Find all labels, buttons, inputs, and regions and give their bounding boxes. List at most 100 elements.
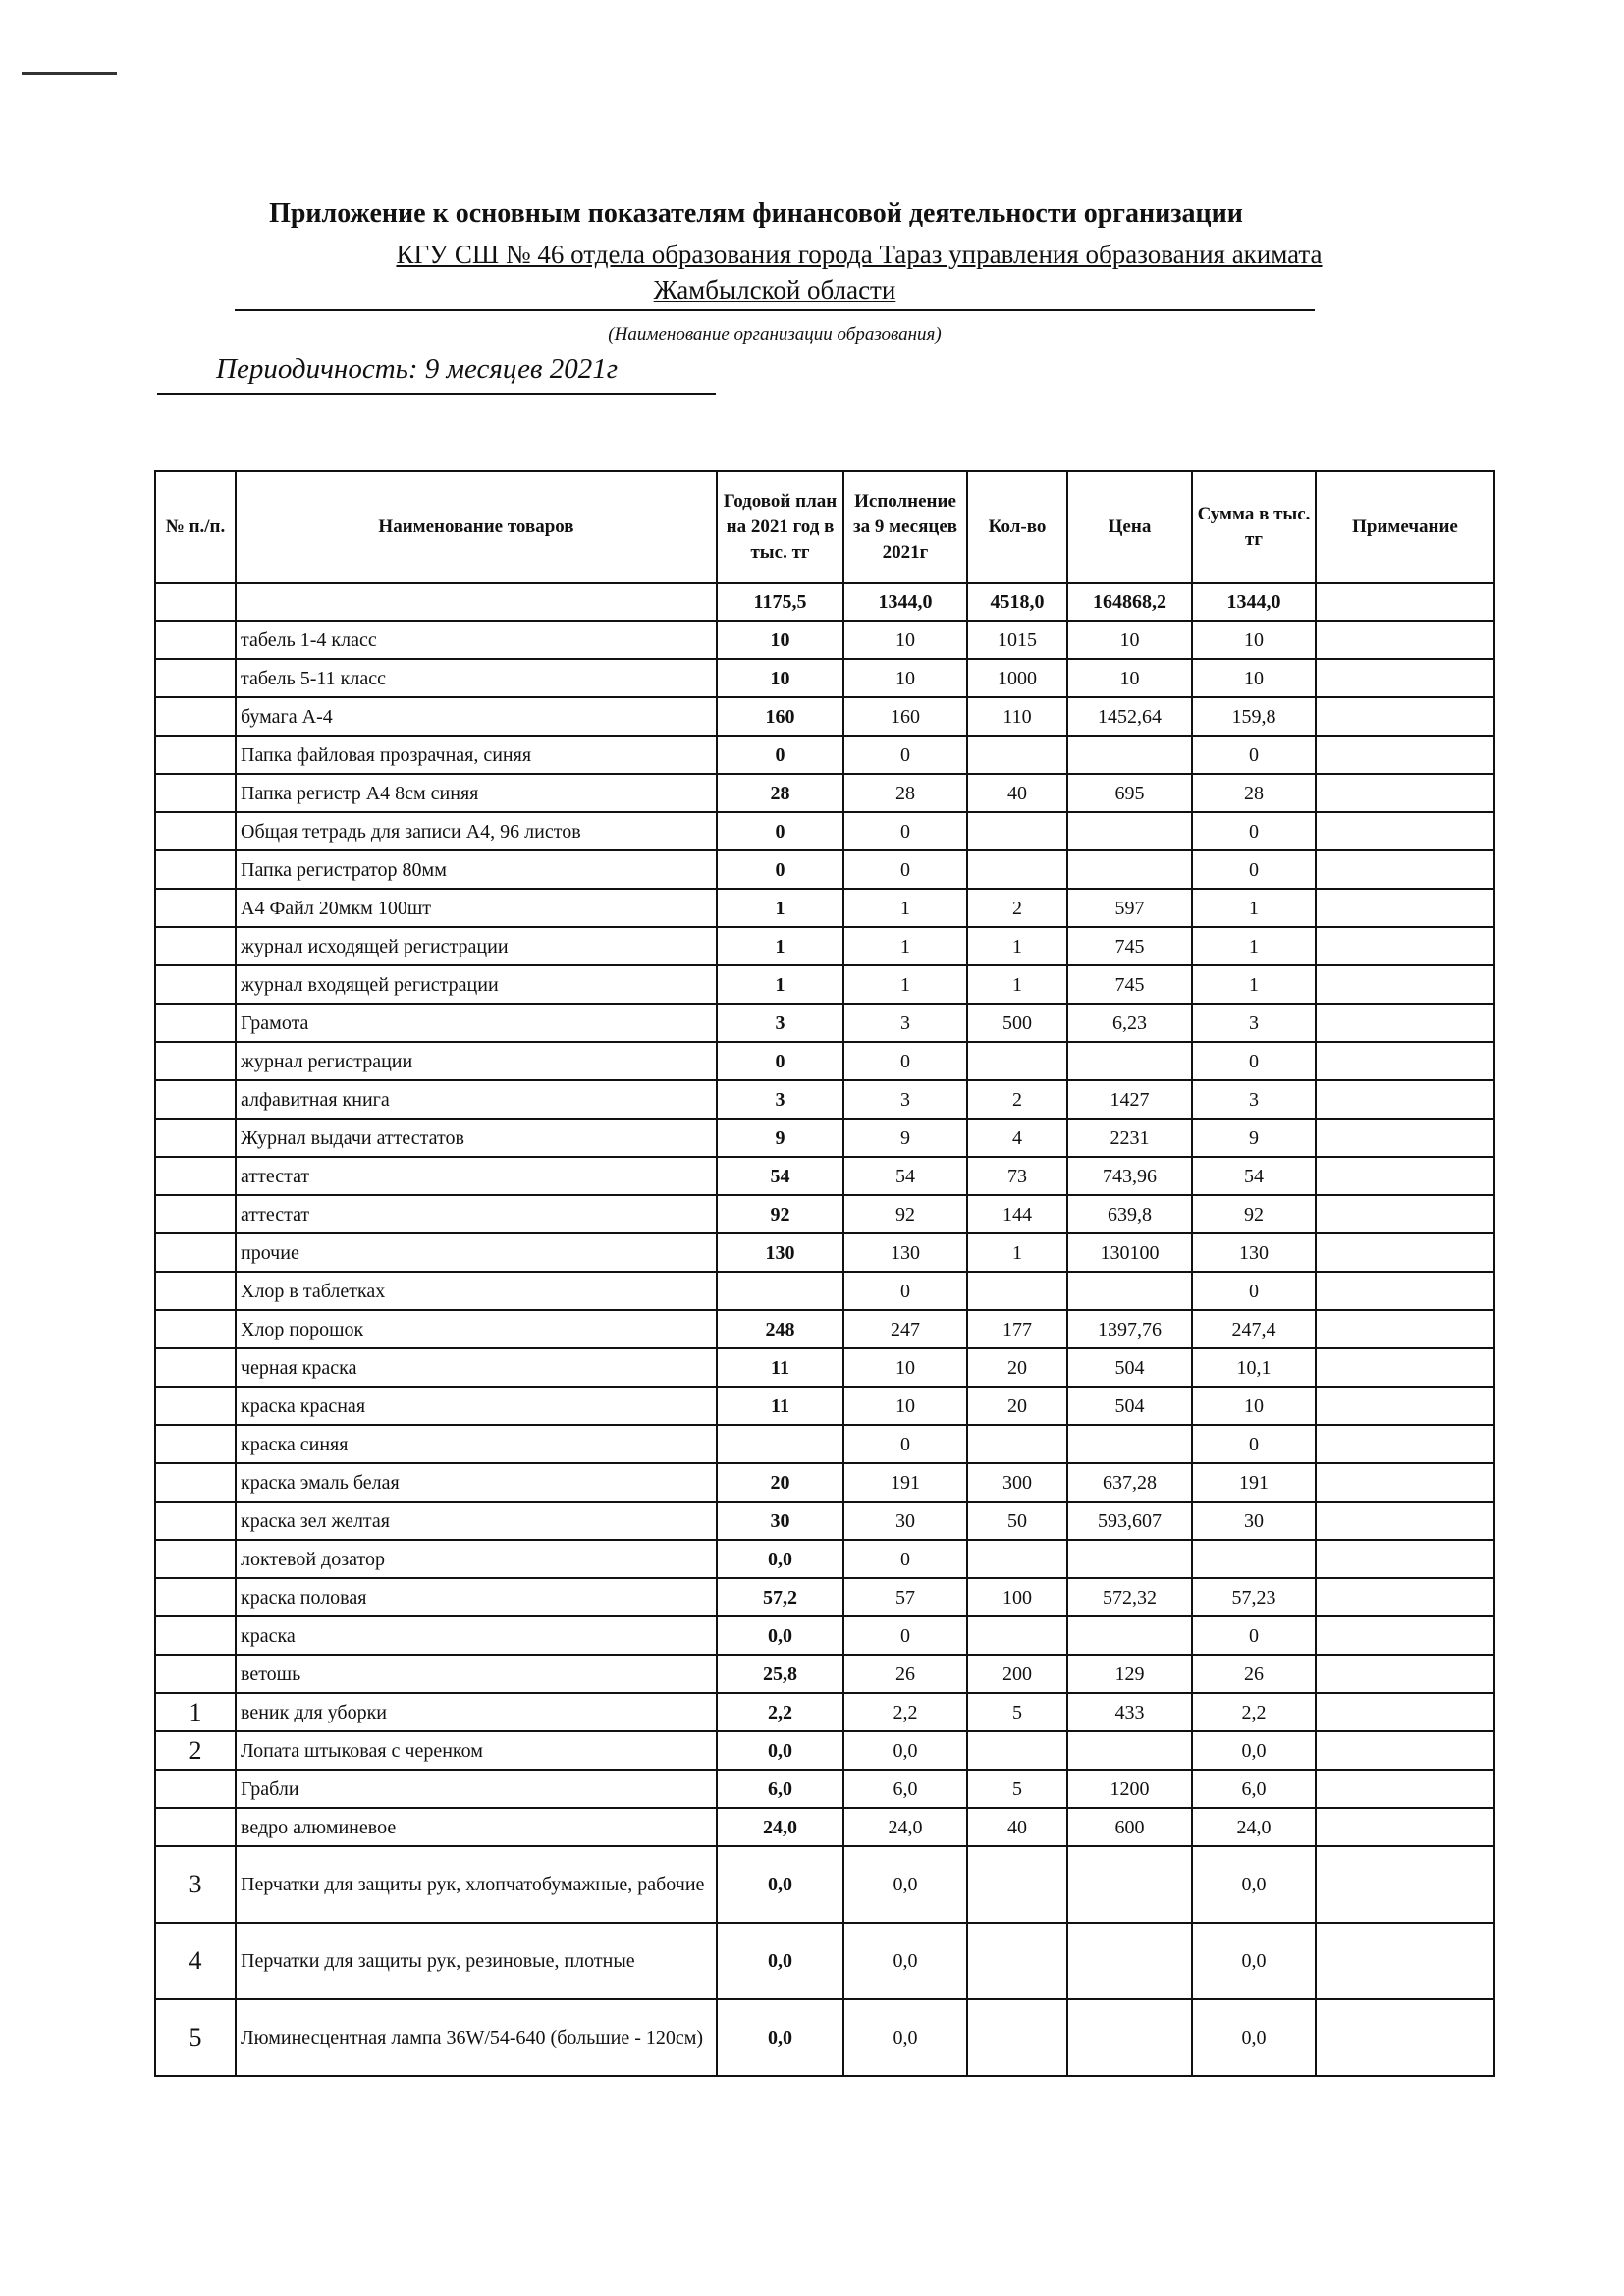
quantity: 300 <box>966 1462 1068 1503</box>
row-number <box>154 849 237 890</box>
quantity: 5 <box>966 1769 1068 1809</box>
quantity <box>966 1845 1068 1924</box>
executed-value: 3 <box>842 1079 968 1120</box>
plan-value: 2,2 <box>716 1692 844 1732</box>
row-number <box>154 1232 237 1273</box>
total-executed: 1344,0 <box>842 582 968 622</box>
item-name: краска эмаль белая <box>235 1462 718 1503</box>
plan-value: 0,0 <box>716 1922 844 2000</box>
row-number <box>154 1156 237 1196</box>
executed-value: 0 <box>842 735 968 775</box>
row-number <box>154 964 237 1005</box>
item-name: Люминесцентная лампа 36W/54-640 (большие… <box>235 1998 718 2077</box>
plan-value: 0 <box>716 849 844 890</box>
plan-value: 1 <box>716 888 844 928</box>
row-number <box>154 1539 237 1579</box>
row-number <box>154 1118 237 1158</box>
sum: 92 <box>1191 1194 1317 1234</box>
item-name: алфавитная книга <box>235 1079 718 1120</box>
executed-value: 10 <box>842 1386 968 1426</box>
sum: 191 <box>1191 1462 1317 1503</box>
sum: 6,0 <box>1191 1769 1317 1809</box>
item-name: ведро алюминевое <box>235 1807 718 1847</box>
table-row: 3 Перчатки для защиты рук, хлопчатобумажн… <box>154 1845 1495 1924</box>
item-name: Грабли <box>235 1769 718 1809</box>
col-executed: Исполнение за 9 месяцев 2021г <box>842 470 968 584</box>
sum: 10 <box>1191 620 1317 660</box>
quantity: 5 <box>966 1692 1068 1732</box>
organization-caption: (Наименование организации образования) <box>608 324 942 345</box>
total-row: 1175,5 1344,0 4518,0 164868,2 1344,0 <box>154 582 1495 622</box>
table-row: локтевой дозатор 0,0 0 <box>154 1539 1495 1579</box>
executed-value: 6,0 <box>842 1769 968 1809</box>
row-number <box>154 1501 237 1541</box>
price: 129 <box>1066 1654 1193 1694</box>
note <box>1315 1922 1495 2000</box>
plan-value: 28 <box>716 773 844 813</box>
quantity <box>966 1041 1068 1081</box>
quantity <box>966 811 1068 851</box>
note <box>1315 1271 1495 1311</box>
col-number: № п./п. <box>154 470 237 584</box>
note <box>1315 1424 1495 1464</box>
row-number <box>154 696 237 737</box>
row-number: 3 <box>154 1845 237 1924</box>
quantity: 2 <box>966 1079 1068 1120</box>
price: 2231 <box>1066 1118 1193 1158</box>
executed-value: 191 <box>842 1462 968 1503</box>
plan-value: 20 <box>716 1462 844 1503</box>
executed-value: 0 <box>842 849 968 890</box>
sum: 0 <box>1191 1424 1317 1464</box>
plan-value <box>716 1424 844 1464</box>
row-number <box>154 1462 237 1503</box>
sum: 0 <box>1191 735 1317 775</box>
row-number <box>154 1271 237 1311</box>
plan-value: 9 <box>716 1118 844 1158</box>
item-name: Папка регистр А4 8см синяя <box>235 773 718 813</box>
plan-value: 248 <box>716 1309 844 1349</box>
item-name: черная краска <box>235 1347 718 1388</box>
row-number <box>154 620 237 660</box>
table-row: краска 0,0 0 0 <box>154 1615 1495 1656</box>
table-row: табель 5-11 класс 10 10 1000 10 10 <box>154 658 1495 698</box>
price: 1452,64 <box>1066 696 1193 737</box>
price: 637,28 <box>1066 1462 1193 1503</box>
note <box>1315 1462 1495 1503</box>
table-row: Папка файловая прозрачная, синяя 0 0 0 <box>154 735 1495 775</box>
price: 504 <box>1066 1347 1193 1388</box>
item-name: краска <box>235 1615 718 1656</box>
executed-value: 2,2 <box>842 1692 968 1732</box>
table-row: прочие 130 130 1 130100 130 <box>154 1232 1495 1273</box>
item-name: Хлор в таблетках <box>235 1271 718 1311</box>
executed-value: 9 <box>842 1118 968 1158</box>
price: 130100 <box>1066 1232 1193 1273</box>
row-number <box>154 658 237 698</box>
price: 10 <box>1066 658 1193 698</box>
executed-value: 54 <box>842 1156 968 1196</box>
row-number <box>154 1309 237 1349</box>
note <box>1315 1807 1495 1847</box>
quantity <box>966 735 1068 775</box>
note <box>1315 1539 1495 1579</box>
col-sum: Сумма в тыс. тг <box>1191 470 1317 584</box>
row-number <box>154 1615 237 1656</box>
table-row: алфавитная книга 3 3 2 1427 3 <box>154 1079 1495 1120</box>
price <box>1066 735 1193 775</box>
quantity: 144 <box>966 1194 1068 1234</box>
sum: 10 <box>1191 658 1317 698</box>
item-name: краска красная <box>235 1386 718 1426</box>
quantity <box>966 1615 1068 1656</box>
plan-value: 54 <box>716 1156 844 1196</box>
row-number <box>154 1386 237 1426</box>
row-number <box>154 1424 237 1464</box>
table-row: 5 Люминесцентная лампа 36W/54-640 (больши… <box>154 1998 1495 2077</box>
executed-value: 0,0 <box>842 1845 968 1924</box>
executed-value: 30 <box>842 1501 968 1541</box>
sum: 0 <box>1191 849 1317 890</box>
executed-value: 0 <box>842 1539 968 1579</box>
document-title: Приложение к основным показателям финанс… <box>269 198 1243 229</box>
executed-value: 92 <box>842 1194 968 1234</box>
plan-value: 6,0 <box>716 1769 844 1809</box>
col-note: Примечание <box>1315 470 1495 584</box>
row-number <box>154 1041 237 1081</box>
